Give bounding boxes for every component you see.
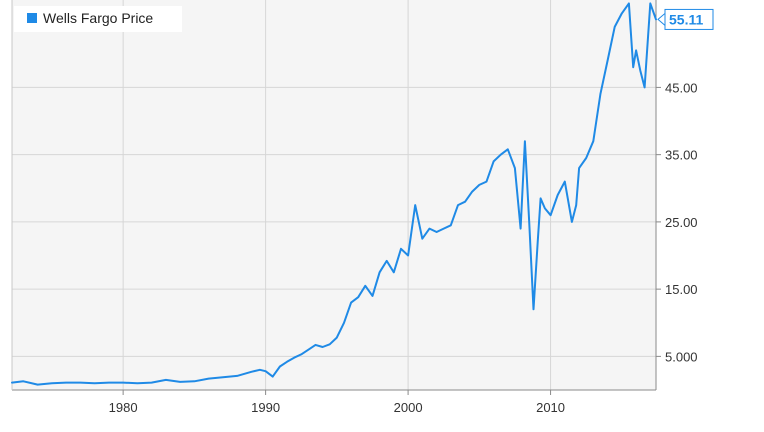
plot-frame	[11, 0, 657, 391]
y-tick-label: 45.00	[665, 80, 698, 95]
y-tick-label: 35.00	[665, 148, 698, 163]
x-tick-label: 1980	[109, 400, 138, 415]
x-tick-label: 2000	[394, 400, 423, 415]
series-line-wells-fargo-price	[11, 2, 657, 386]
legend-swatch	[27, 13, 37, 23]
legend-box	[14, 6, 182, 32]
legend-entry-wells-fargo-price: Wells Fargo Price	[43, 10, 153, 26]
y-tick-label: 25.00	[665, 215, 698, 230]
y-axis: 5.000 15.00 25.00 35.00 45.00	[656, 80, 698, 364]
plot-area	[12, 0, 656, 390]
y-tick-label: 5.000	[665, 349, 698, 364]
x-tick-label: 2010	[536, 400, 565, 415]
last-value-text: 55.11	[669, 11, 703, 27]
series-layer	[11, 2, 657, 386]
x-axis: 1980 1990 2000 2010	[109, 390, 565, 415]
legend[interactable]: Wells Fargo Price	[14, 6, 182, 32]
x-tick-label: 1990	[251, 400, 280, 415]
last-value-box	[664, 8, 714, 30]
last-value-label: 55.11	[657, 8, 714, 30]
y-tick-label: 15.00	[665, 282, 698, 297]
gridlines	[12, 0, 656, 390]
